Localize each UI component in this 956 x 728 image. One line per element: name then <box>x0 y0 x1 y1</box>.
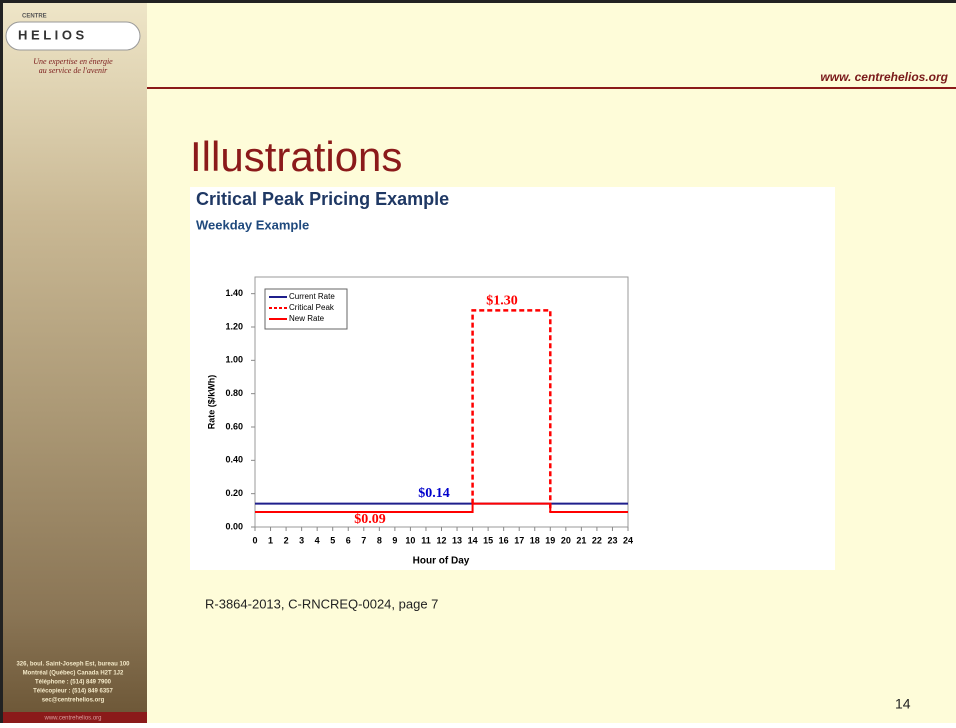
annotation: $0.09 <box>354 512 386 527</box>
x-tick-label: 13 <box>452 535 462 545</box>
legend-label: Critical Peak <box>289 303 335 312</box>
tagline: au service de l'avenir <box>39 66 108 75</box>
y-tick-label: 1.20 <box>225 321 243 331</box>
website: www. centrehelios.org <box>820 70 948 84</box>
legend: Current Rate Critical Peak New Rate <box>265 289 347 329</box>
x-tick-label: 10 <box>405 535 415 545</box>
x-tick-label: 11 <box>421 535 431 545</box>
address-line: Montréal (Québec) Canada H2T 1J2 <box>23 671 124 677</box>
x-tick-label: 5 <box>330 535 335 545</box>
sidebar-website: www.centrehelios.org <box>43 716 101 722</box>
y-axis-title: Rate ($/kWh) <box>206 375 216 430</box>
page-number: 14 <box>895 696 911 712</box>
address-line: Téléphone : (514) 849 7900 <box>35 680 112 686</box>
y-tick-label: 0.80 <box>225 388 243 398</box>
annotation: $0.14 <box>418 486 450 501</box>
y-tick-label: 0.20 <box>225 488 243 498</box>
x-tick-label: 23 <box>607 535 617 545</box>
legend-label: New Rate <box>289 314 325 323</box>
frame-top <box>0 0 956 3</box>
y-tick-label: 0.40 <box>225 455 243 465</box>
x-tick-label: 22 <box>592 535 602 545</box>
slide-title: Illustrations <box>190 133 402 180</box>
x-tick-label: 1 <box>268 535 273 545</box>
x-tick-label: 6 <box>346 535 351 545</box>
x-tick-label: 12 <box>436 535 446 545</box>
frame-left <box>0 0 3 723</box>
x-tick-label: 16 <box>499 535 509 545</box>
logo: H E L I O S <box>18 27 85 42</box>
x-tick-label: 15 <box>483 535 493 545</box>
y-tick-label: 0.00 <box>225 521 243 531</box>
x-tick-label: 19 <box>545 535 555 545</box>
x-tick-label: 24 <box>623 535 633 545</box>
legend-label: Current Rate <box>289 292 335 301</box>
x-tick-label: 8 <box>377 535 382 545</box>
annotation: $1.30 <box>486 294 518 309</box>
x-tick-label: 17 <box>514 535 524 545</box>
header-rule <box>147 87 956 89</box>
y-tick-label: 0.60 <box>225 421 243 431</box>
x-tick-label: 0 <box>252 535 257 545</box>
x-tick-label: 4 <box>315 535 320 545</box>
x-tick-label: 3 <box>299 535 304 545</box>
x-tick-label: 18 <box>530 535 540 545</box>
y-tick-label: 1.40 <box>225 288 243 298</box>
footnote: R-3864-2013, C-RNCREQ-0024, page 7 <box>205 596 438 611</box>
x-tick-label: 21 <box>576 535 586 545</box>
address-line: 326, boul. Saint-Joseph Est, bureau 100 <box>16 662 130 668</box>
x-tick-label: 9 <box>392 535 397 545</box>
logo-top: CENTRE <box>22 14 47 20</box>
chart-subtitle: Weekday Example <box>196 217 309 232</box>
x-axis-title: Hour of Day <box>413 556 470 567</box>
x-tick-label: 14 <box>468 535 478 545</box>
address-line: sec@centrehelios.org <box>42 698 105 704</box>
y-tick-label: 1.00 <box>225 355 243 365</box>
x-tick-label: 20 <box>561 535 571 545</box>
x-tick-label: 2 <box>284 535 289 545</box>
sidebar <box>0 0 147 723</box>
chart-title: Critical Peak Pricing Example <box>196 189 449 209</box>
slide: During criticalevents the priceis raised… <box>0 0 956 723</box>
x-tick-label: 7 <box>361 535 366 545</box>
address-line: Télécopieur : (514) 849 6357 <box>33 689 113 695</box>
tagline: Une expertise en énergie <box>33 57 113 66</box>
